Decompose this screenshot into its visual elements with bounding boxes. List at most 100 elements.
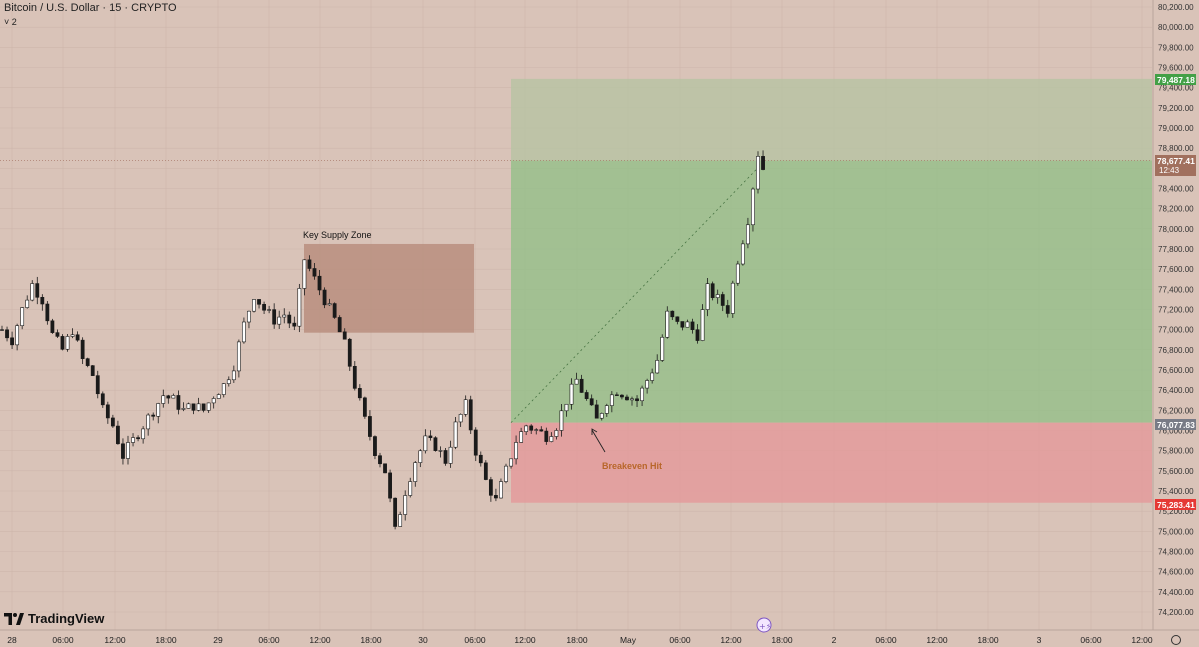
candle-body [20,307,25,327]
candle-body [332,303,337,318]
candle-body [25,299,30,308]
candle-body [443,450,448,464]
time-tick-label: 06:00 [1080,635,1102,645]
candle-body [413,462,418,482]
time-tick-label: 12:00 [309,635,331,645]
candle-body [433,437,438,451]
candle-body [161,395,166,404]
candle-body [428,435,433,439]
candle-body [695,329,700,341]
candle-body [604,405,609,414]
time-tick-label: 06:00 [258,635,280,645]
candle-body [55,332,60,337]
replay-icon[interactable]: +⚡ [756,617,772,633]
price-tick-label: 76,800.00 [1158,346,1194,355]
price-tick-label: 78,200.00 [1158,205,1194,214]
candle-body [418,450,423,463]
price-tick-label: 74,600.00 [1158,568,1194,577]
candle-body [549,436,554,442]
price-tick-label: 74,800.00 [1158,548,1194,557]
candle-body [267,309,272,311]
price-tick-label: 74,200.00 [1158,608,1194,617]
price-tick-label: 77,200.00 [1158,306,1194,315]
candle-body [100,393,105,406]
candle-body [680,321,685,328]
time-axis-bg [0,630,1199,647]
candle-body [317,275,322,291]
candle-body [494,495,498,499]
candle-body [504,465,508,482]
time-tick-label: 12:00 [514,635,536,645]
price-tick-label: 77,800.00 [1158,245,1194,254]
candle-body [740,243,745,265]
symbol-title[interactable]: Bitcoin / U.S. Dollar · 15 · CRYPTO [4,2,177,14]
candle-body [509,458,513,467]
price-tick-label: 80,000.00 [1158,23,1194,32]
candle-body [700,309,705,341]
price-tick-label: 75,400.00 [1158,487,1194,496]
candle-body [705,283,710,310]
price-tick-label: 75,800.00 [1158,447,1194,456]
candle-body [322,289,327,306]
tradingview-logo-icon [4,612,24,625]
tradingview-logo[interactable]: TradingView [4,611,104,626]
candle-body [408,481,413,496]
price-axis[interactable]: 80,200.00 80,000.00 79,800.00 79,600.00 79,4… [1152,0,1199,630]
candle-body [569,383,574,405]
candle-body [423,435,428,452]
time-axis[interactable]: 28 06:00 12:00 18:00 29 06:00 12:00 18:00 30 06:0… [0,629,1199,647]
price-tick-label: 75,200.00 [1158,507,1194,516]
candle-body [589,398,594,406]
candle-body [650,372,655,381]
candle-body [221,383,226,395]
candle-body [751,188,755,226]
candle-body [453,421,458,448]
entry-price-tag: 76,077.83 [1155,419,1196,430]
candle-body [65,336,70,350]
price-tick-label: 79,800.00 [1158,43,1194,52]
time-tick-label: 29 [213,635,223,645]
time-tick-label: 30 [418,635,428,645]
candle-body [473,429,478,456]
candle-body [368,416,372,437]
candle-body [196,403,201,411]
tradingview-logo-text: TradingView [28,611,105,626]
candle-body [584,392,589,399]
candle-body [0,329,4,331]
candle-body [620,394,624,398]
time-tick-label: 28 [7,635,17,645]
candle-body [564,403,569,412]
candle-body [236,341,241,372]
current-price-tag: 78,677.41 12:43 [1155,155,1196,176]
candle-body [216,394,221,399]
time-tick-label: 12:00 [104,635,126,645]
candle-body [630,398,634,401]
candle-body [655,360,660,374]
candle-body [40,296,45,305]
loss-zone [511,422,1152,503]
entry-price-value: 76,077.83 [1157,420,1195,430]
chart-settings-icon[interactable] [1171,635,1181,645]
candle-body [746,224,750,245]
candle-body [75,334,80,341]
supply-zone[interactable] [304,243,474,333]
candle-body [136,437,140,440]
trade-path-line [510,160,766,423]
candle-body [186,403,191,409]
target-price-tag: 79,487.18 [1155,74,1196,85]
candle-body [110,417,115,427]
candle-body [327,303,332,306]
candle-body [292,322,297,327]
candle-body [690,321,695,331]
time-tick-label: 06:00 [875,635,897,645]
candle-body [312,268,317,277]
indicators-toggle[interactable]: ˅ 2 [4,17,17,27]
candle-body [730,282,735,314]
price-tick-label: 78,400.00 [1158,185,1194,194]
candle-body [579,378,584,393]
candle-body [468,399,473,431]
candle-body [645,380,650,389]
stop-price-tag: 75,283.41 [1155,499,1196,510]
candle-body [524,425,529,432]
